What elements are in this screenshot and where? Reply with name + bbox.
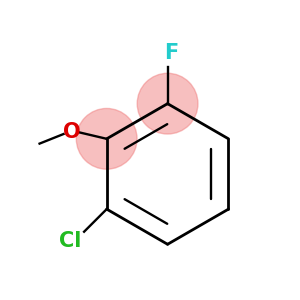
Circle shape	[76, 109, 137, 169]
Text: F: F	[164, 43, 178, 62]
Circle shape	[137, 73, 198, 134]
Text: Cl: Cl	[58, 231, 81, 251]
Text: O: O	[63, 122, 80, 142]
